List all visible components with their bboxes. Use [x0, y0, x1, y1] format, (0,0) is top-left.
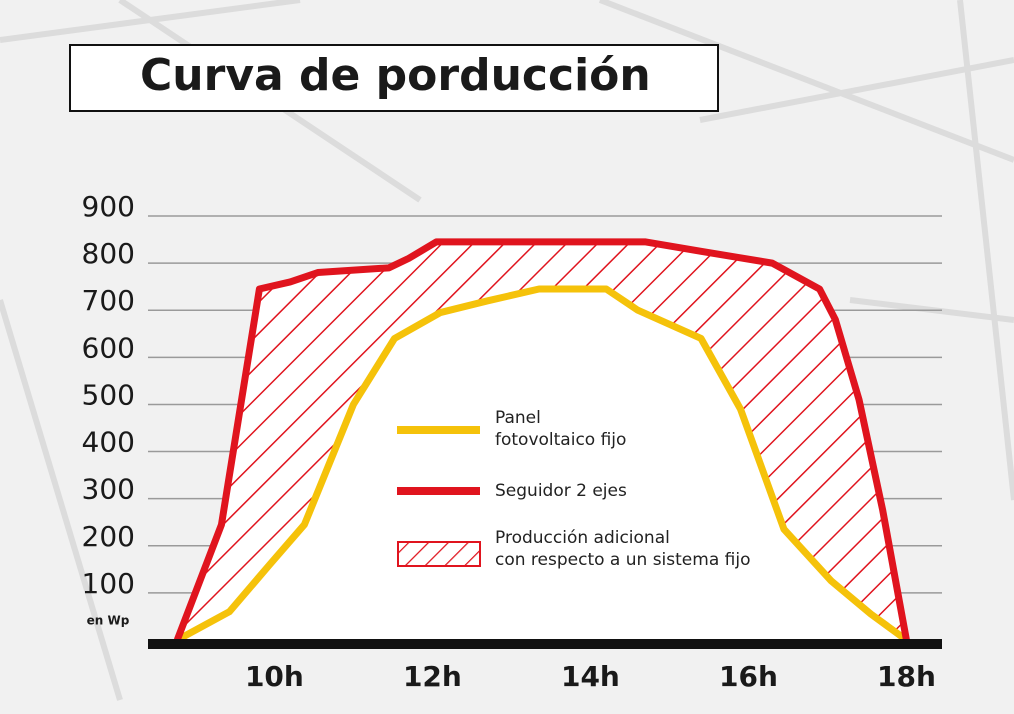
y-tick-label: 100	[82, 567, 135, 600]
x-tick-label: 16h	[719, 660, 778, 693]
y-unit-label: en Wp	[87, 614, 130, 628]
x-tick-label: 10h	[245, 660, 304, 693]
additional-production-area	[177, 241, 907, 640]
legend-label: Seguidor 2 ejes	[495, 481, 627, 501]
legend-swatch	[397, 541, 481, 567]
y-tick-label: 600	[82, 331, 135, 364]
x-tick-label: 14h	[561, 660, 620, 693]
series-line	[175, 285, 909, 644]
x-tick-label: 18h	[877, 660, 936, 693]
y-tick-label: 300	[82, 473, 135, 506]
title-box	[69, 44, 719, 112]
y-tick-label: 700	[82, 284, 135, 317]
y-tick-label: 800	[82, 237, 135, 270]
x-tick-label: 12h	[403, 660, 462, 693]
y-tick-label: 400	[82, 426, 135, 459]
x-axis	[148, 639, 942, 649]
series-line	[173, 238, 910, 642]
y-tick-label: 900	[82, 190, 135, 223]
fixed-area	[177, 289, 907, 640]
chart-title: Curva de porducción	[140, 50, 651, 101]
y-tick-label: 200	[82, 520, 135, 553]
y-tick-label: 500	[82, 378, 135, 411]
legend-label: Panel fotovoltaico fijo	[495, 408, 627, 450]
legend-label: Producción adicional con respecto a un s…	[495, 528, 751, 570]
